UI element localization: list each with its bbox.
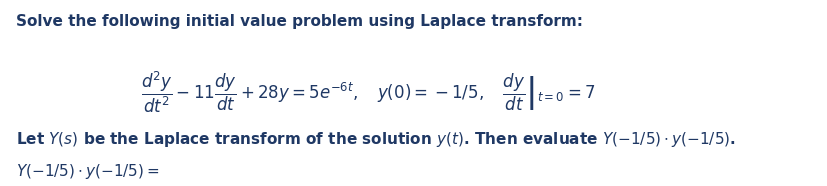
- Text: $Y(-1/5) \cdot y(-1/5) =$: $Y(-1/5) \cdot y(-1/5) =$: [16, 162, 160, 181]
- Text: $\dfrac{d^2y}{dt^2} - 11\dfrac{dy}{dt} + 28y = 5e^{-6t},\quad y(0) = -1/5,\quad : $\dfrac{d^2y}{dt^2} - 11\dfrac{dy}{dt} +…: [141, 69, 595, 115]
- Text: Solve the following initial value problem using Laplace transform:: Solve the following initial value proble…: [16, 14, 582, 29]
- Text: Let $Y(s)$ be the Laplace transform of the solution $y(t)$. Then evaluate $Y(-1/: Let $Y(s)$ be the Laplace transform of t…: [16, 130, 735, 149]
